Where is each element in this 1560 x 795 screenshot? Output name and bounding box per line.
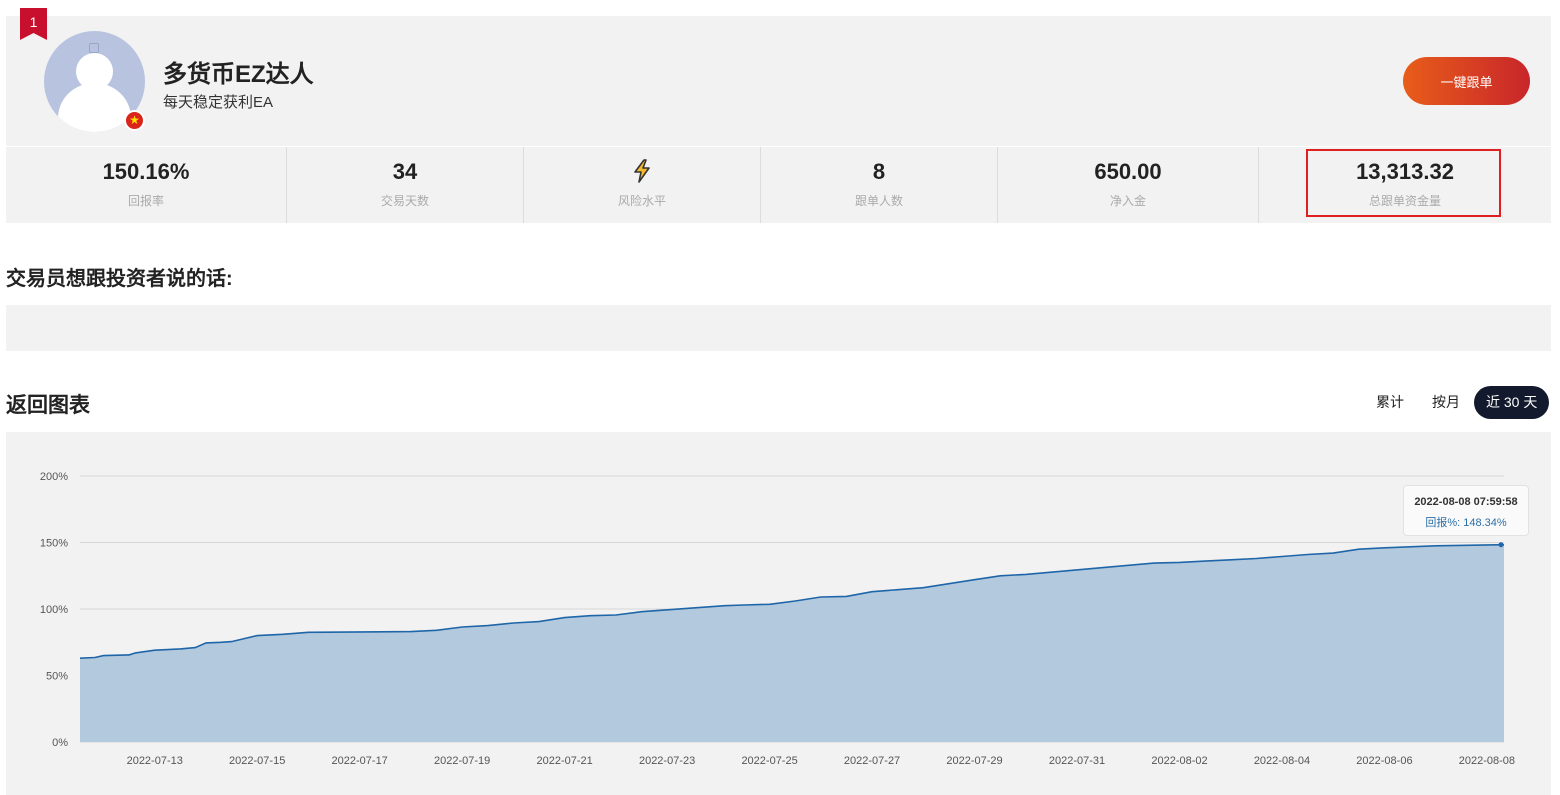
trader-name: 多货币EZ达人	[163, 61, 314, 88]
y-tick-label: 200%	[40, 471, 68, 483]
x-tick-label: 2022-07-25	[741, 755, 797, 767]
chart-range-tabs: 累计 按月 近 30 天	[1362, 386, 1550, 419]
chart-tooltip: 2022-08-08 07:59:58 回报%: 148.34%	[1403, 485, 1529, 536]
avatar[interactable]	[44, 31, 145, 132]
x-tick-label: 2022-07-13	[127, 755, 183, 767]
stat-value: 8	[872, 159, 886, 184]
tab-last-30-days[interactable]: 近 30 天	[1474, 386, 1550, 419]
stat-label: 净入金	[1109, 194, 1146, 208]
stat-trading-days: 34 交易天数	[287, 147, 524, 223]
vietnam-flag-icon: ★	[124, 110, 145, 131]
stat-net-deposit: 650.00 净入金	[998, 147, 1259, 223]
x-tick-label: 2022-07-21	[536, 755, 592, 767]
stat-label: 总跟单资金量	[1368, 194, 1441, 208]
y-tick-label: 0%	[52, 737, 68, 749]
stat-value: 34	[392, 159, 418, 184]
stats-row: 150.16% 回报率 34 交易天数 风险水平 8 跟单人数 650.00 净…	[6, 147, 1551, 223]
tab-cumulative[interactable]: 累计	[1376, 394, 1404, 410]
lightning-icon	[524, 159, 760, 183]
return-line	[79, 543, 1505, 659]
trader-profile-card: 1 ★ 多货币EZ达人 每天稳定获利EA 一键跟单	[6, 8, 1551, 146]
stat-label: 回报率	[127, 194, 164, 208]
stat-return-rate: 150.16% 回报率	[6, 147, 287, 223]
rank-badge: 1	[20, 8, 47, 40]
stat-label: 风险水平	[617, 194, 666, 208]
y-tick-label: 100%	[40, 604, 68, 616]
trader-message-title: 交易员想跟投资者说的话:	[6, 268, 233, 290]
x-tick-label: 2022-08-06	[1356, 755, 1412, 767]
x-tick-label: 2022-07-31	[1049, 755, 1105, 767]
stat-value: 650.00	[1094, 159, 1162, 184]
y-tick-label: 50%	[46, 671, 68, 683]
x-tick-label: 2022-08-08	[1459, 755, 1515, 767]
trader-message-box	[6, 305, 1551, 351]
tooltip-return: 回报%: 148.34%	[1425, 517, 1507, 529]
stat-followers: 8 跟单人数	[761, 147, 998, 223]
return-area	[80, 544, 1504, 742]
y-tick-label: 150%	[40, 538, 68, 550]
x-tick-label: 2022-07-23	[639, 755, 695, 767]
x-tick-label: 2022-08-04	[1254, 755, 1310, 767]
last-data-point[interactable]	[1498, 542, 1504, 548]
one-click-follow-button[interactable]: 一键跟单	[1403, 57, 1530, 105]
avatar-body	[58, 83, 131, 132]
stat-total-follow-funds: 13,313.32 总跟单资金量	[1259, 147, 1551, 223]
stat-value: 13,313.32	[1356, 159, 1454, 184]
trader-tagline: 每天稳定获利EA	[163, 94, 274, 111]
stat-label: 交易天数	[380, 194, 429, 208]
x-axis-ticks: 2022-07-13 2022-07-15 2022-07-17 2022-07-19…	[127, 755, 1515, 767]
y-axis-ticks: 0% 50% 100% 150% 200%	[40, 471, 68, 749]
return-chart-title: 返回图表	[6, 394, 90, 417]
stat-value: 150.16%	[102, 159, 190, 184]
x-tick-label: 2022-07-19	[434, 755, 490, 767]
x-tick-label: 2022-07-29	[946, 755, 1002, 767]
x-tick-label: 2022-08-02	[1151, 755, 1207, 767]
return-chart-svg: 0%50%100%150%200% 2022-07-13 2022-07-15 20…	[40, 471, 1515, 767]
x-tick-label: 2022-07-17	[332, 755, 388, 767]
stat-risk-level: 风险水平	[524, 147, 761, 223]
x-tick-label: 2022-07-27	[844, 755, 900, 767]
return-chart: 0% 50% 100% 150% 200% 2022-07-13 2022-07-15 20…	[6, 432, 1551, 795]
x-tick-label: 2022-07-15	[229, 755, 285, 767]
avatar-mark	[89, 43, 99, 53]
tab-monthly[interactable]: 按月	[1432, 394, 1460, 410]
stat-label: 跟单人数	[854, 194, 903, 208]
tooltip-time: 2022-08-08 07:59:58	[1414, 496, 1518, 508]
